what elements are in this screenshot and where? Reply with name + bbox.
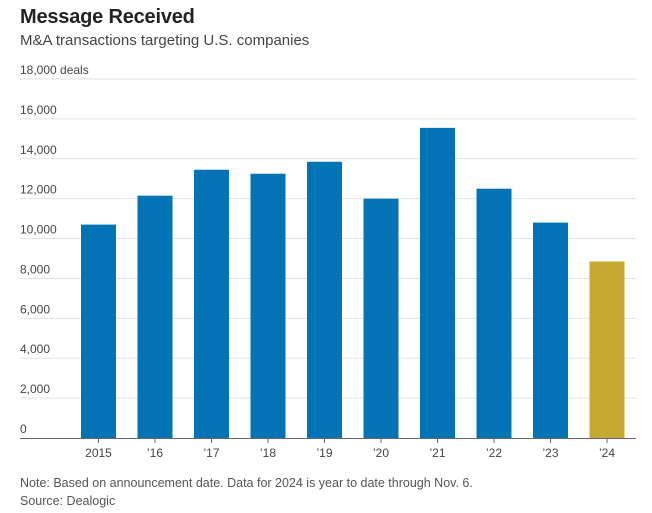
chart-title: Message Received: [20, 6, 195, 28]
chart-subtitle: M&A transactions targeting U.S. companie…: [20, 32, 310, 49]
chart-source: Source: Dealogic: [20, 494, 116, 508]
bar: [420, 127, 455, 438]
y-tick-label: 8,000: [20, 262, 50, 276]
y-tick-label: 0: [20, 422, 27, 436]
bar: [589, 261, 625, 438]
y-tick-label: 6,000: [20, 302, 50, 316]
chart-note: Note: Based on announcement date. Data f…: [20, 476, 473, 490]
y-tick-label: 10,000: [20, 223, 57, 237]
x-tick-label: ’16: [147, 446, 163, 460]
bar-chart: 0 2,000 4,000 6,000 8,000 10,000 12,000 14,000 1…: [20, 63, 636, 460]
y-tick-label: 16,000: [20, 103, 57, 117]
x-tick-label: ’23: [542, 446, 558, 460]
x-tick-label: ’20: [373, 446, 389, 460]
x-tick-label: ’22: [486, 446, 502, 460]
bar: [307, 161, 342, 438]
x-tick-label: ’18: [260, 446, 276, 460]
x-tick-label: ’19: [316, 446, 332, 460]
bar: [194, 169, 229, 438]
y-tick-label: 4,000: [20, 342, 50, 356]
bar: [250, 173, 286, 438]
chart-footer: Note: Based on announcement date. Data f…: [20, 474, 473, 510]
bar: [137, 195, 173, 438]
y-tick-label: 14,000: [20, 143, 57, 157]
x-tick-label: ’24: [599, 446, 615, 460]
bar: [476, 188, 512, 438]
bar: [363, 198, 399, 438]
bar: [533, 222, 568, 438]
y-tick-label: 2,000: [20, 382, 50, 396]
bar: [81, 224, 116, 438]
x-tick-label: 2015: [85, 446, 112, 460]
x-tick-label: ’21: [429, 446, 445, 460]
y-tick-label: 12,000: [20, 183, 57, 197]
y-tick-label: 18,000 deals: [20, 63, 89, 77]
x-tick-label: ’17: [203, 446, 219, 460]
